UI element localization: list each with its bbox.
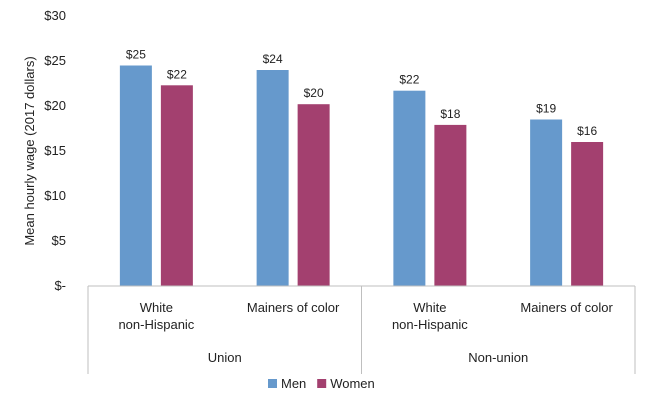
y-tick-label: $30 [44, 8, 66, 23]
data-label-women: $20 [304, 86, 324, 100]
category-label: Mainers of color [247, 300, 340, 315]
data-label-women: $16 [577, 124, 597, 138]
y-axis-ticks: $- $5 $10 $15 $20 $25 $30 [44, 8, 66, 293]
y-tick-label: $10 [44, 188, 66, 203]
legend-label-men: Men [281, 376, 306, 391]
category-label: Mainers of color [520, 300, 613, 315]
data-label-men: $19 [536, 102, 556, 116]
y-tick-label: $- [54, 278, 66, 293]
bar-women [434, 124, 467, 287]
bar-women [571, 142, 604, 286]
x-axis: White non-Hispanic Mainers of color Union Wh… [87, 285, 636, 374]
group-label: Union [208, 350, 242, 365]
data-label-women: $18 [440, 107, 460, 121]
bar-men [119, 65, 152, 286]
legend-swatch-women [317, 379, 327, 388]
data-label-men: $22 [399, 73, 419, 87]
y-tick-label: $25 [44, 53, 66, 68]
category-label: White non-Hispanic [118, 300, 194, 332]
bar-women [297, 104, 330, 286]
data-label-women: $22 [167, 67, 187, 81]
bar-men [256, 70, 289, 286]
bars [119, 65, 604, 287]
data-label-men: $24 [263, 52, 283, 66]
data-labels: $25 $24 $22 $19 $22 $20 $18 $16 [126, 48, 598, 139]
group-label: Non-union [468, 350, 528, 365]
bar-women [160, 85, 193, 286]
bar-men [393, 90, 426, 286]
data-label-men: $25 [126, 48, 146, 62]
y-axis-title: Mean hourly wage (2017 dollars) [22, 56, 37, 245]
legend: Men Women [268, 376, 375, 391]
y-tick-label: $5 [52, 233, 66, 248]
category-label: White non-Hispanic [392, 300, 468, 332]
legend-swatch-men [268, 379, 277, 388]
legend-label-women: Women [330, 376, 375, 391]
bar-men [530, 119, 563, 286]
y-tick-label: $20 [44, 98, 66, 113]
y-tick-label: $15 [44, 143, 66, 158]
